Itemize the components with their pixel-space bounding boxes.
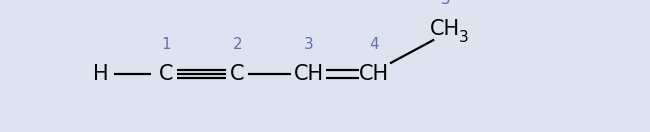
Text: CH: CH — [430, 19, 460, 39]
Text: C: C — [159, 64, 173, 84]
Text: 3: 3 — [459, 30, 468, 45]
Text: 2: 2 — [233, 37, 242, 52]
Text: 4: 4 — [369, 37, 378, 52]
Text: 5: 5 — [441, 0, 450, 8]
Text: 1: 1 — [161, 37, 170, 52]
Text: CH: CH — [294, 64, 324, 84]
Text: 3: 3 — [304, 37, 313, 52]
Text: H: H — [93, 64, 109, 84]
Text: CH: CH — [359, 64, 389, 84]
Text: C: C — [230, 64, 244, 84]
